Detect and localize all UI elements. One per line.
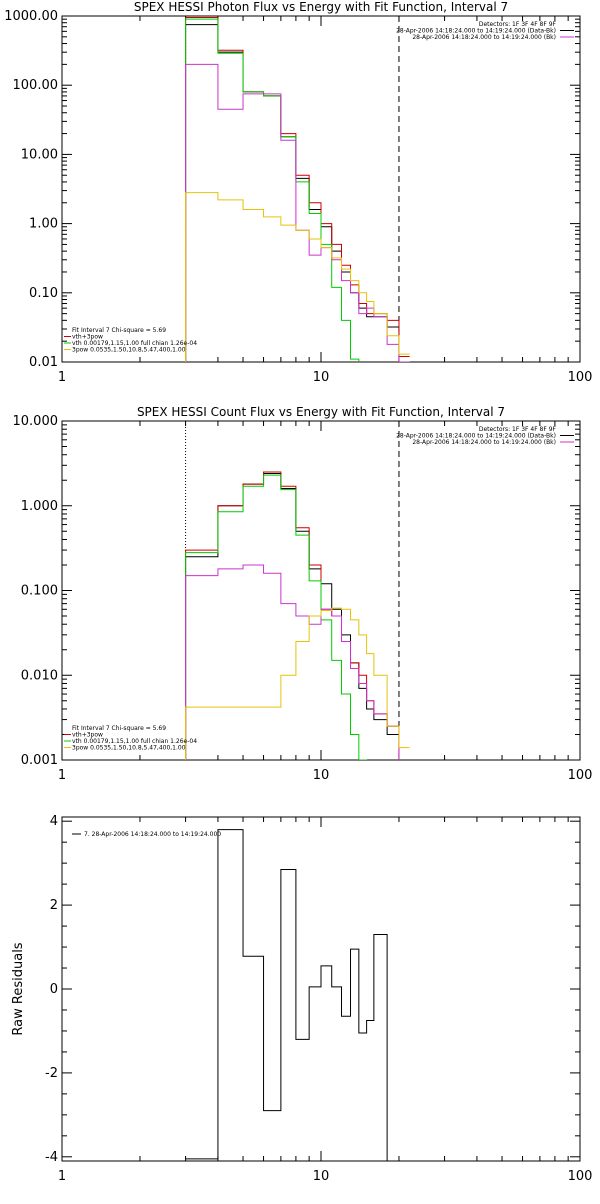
y-tick-label: 10.00 bbox=[21, 147, 58, 162]
y-tick-label: 0 bbox=[50, 982, 58, 997]
series-0-trace bbox=[185, 473, 400, 760]
y-tick-label: -4 bbox=[45, 1150, 58, 1165]
series-4-trace bbox=[185, 192, 410, 362]
series-2-trace bbox=[185, 18, 360, 362]
info-bottom-line: Fit Interval 7 Chi-square = 5.69 bbox=[72, 725, 166, 732]
plot-frame bbox=[61, 15, 581, 363]
y-tick-label: 0.10 bbox=[29, 286, 58, 301]
series-4-trace bbox=[185, 607, 410, 760]
y-tick-label: 0.01 bbox=[29, 355, 58, 370]
plot-frame bbox=[61, 816, 581, 1162]
residuals-panel: 1 10 100 -4 -2 0 2 4 Raw Residuals 7. 28-Apr-2006… bbox=[11, 814, 592, 1184]
x-tick-label: 10 bbox=[313, 370, 330, 385]
y-tick-label: 1000.00 bbox=[4, 9, 58, 24]
x-tick-label: 1 bbox=[58, 1169, 66, 1184]
y-axis-label: Raw Residuals bbox=[11, 942, 26, 1035]
legend-text: 7. 28-Apr-2006 14:18:24.000 to 14:19:24.… bbox=[84, 831, 221, 838]
y-tick-label: -2 bbox=[45, 1066, 58, 1081]
y-tick-label: 1.000 bbox=[21, 499, 58, 514]
info-bottom-line: 3pow 0.0535,1.50,10.8,5.47,400,1.00 bbox=[72, 347, 186, 354]
y-tick-label: 0.001 bbox=[21, 753, 58, 768]
info-top-line: 28-Apr-2006 14:18:24.000 to 14:19:24.000… bbox=[412, 439, 556, 446]
info-bottom-line: vth 0.00179,1.15,1.00 full chian 1.26e-0… bbox=[72, 738, 197, 745]
chart-title: SPEX HESSI Photon Flux vs Energy with Fi… bbox=[134, 0, 508, 14]
info-top-line: Detectors: 1F 3F 4F 8F 9F bbox=[479, 21, 557, 28]
x-tick-label: 100 bbox=[568, 370, 593, 385]
y-tick-label: 2 bbox=[50, 898, 58, 913]
y-tick-label: 4 bbox=[50, 814, 58, 829]
count-flux-panel: SPEX HESSI Count Flux vs Energy with Fit… bbox=[13, 405, 593, 783]
info-bottom-line: Fit Interval 7 Chi-square = 5.69 bbox=[72, 327, 166, 334]
photon-flux-panel: SPEX HESSI Photon Flux vs Energy with Fi… bbox=[4, 0, 592, 385]
x-tick-label: 10 bbox=[313, 1169, 330, 1184]
series-1-trace bbox=[185, 17, 410, 362]
chart-title: SPEX HESSI Count Flux vs Energy with Fit… bbox=[137, 405, 505, 419]
x-tick-label: 1 bbox=[58, 768, 66, 783]
y-tick-label: 100.00 bbox=[13, 78, 59, 93]
x-tick-label: 100 bbox=[568, 768, 593, 783]
x-tick-label: 100 bbox=[568, 1169, 593, 1184]
info-top-line: 28-Apr-2006 14:18:24.000 to 14:19:24.000… bbox=[412, 34, 556, 41]
series-3-trace bbox=[185, 564, 400, 760]
info-top-line: 28-Apr-2006 14:18:24.000 to 14:19:24.000… bbox=[396, 433, 556, 440]
info-bottom-line: vth+3pow bbox=[72, 334, 103, 341]
info-bottom-line: 3pow 0.0535,1.50,10.8,5.47,400,1.00 bbox=[72, 745, 186, 752]
info-bottom-line: vth 0.00179,1.15,1.00 full chian 1.26e-0… bbox=[72, 340, 197, 347]
data-layer bbox=[185, 421, 410, 760]
series-0-trace bbox=[185, 24, 410, 362]
series-3-trace bbox=[185, 63, 410, 362]
x-tick-label: 10 bbox=[313, 768, 330, 783]
y-tick-label: 0.100 bbox=[21, 584, 58, 599]
series-1-trace bbox=[185, 471, 400, 760]
info-top-line: Detectors: 1F 3F 4F 8F 9F bbox=[479, 426, 557, 433]
y-tick-label: 1.00 bbox=[29, 217, 58, 232]
info-top-line: 28-Apr-2006 14:18:24.000 to 14:19:24.000… bbox=[396, 28, 556, 35]
series-0-trace bbox=[185, 829, 388, 1161]
data-layer bbox=[185, 829, 388, 1161]
x-tick-label: 1 bbox=[58, 370, 66, 385]
y-tick-label: 0.010 bbox=[21, 668, 58, 683]
series-2-trace bbox=[185, 474, 368, 760]
data-layer bbox=[185, 16, 410, 362]
y-tick-label: 10.000 bbox=[13, 414, 59, 429]
info-bottom-line: vth+3pow bbox=[72, 732, 103, 739]
